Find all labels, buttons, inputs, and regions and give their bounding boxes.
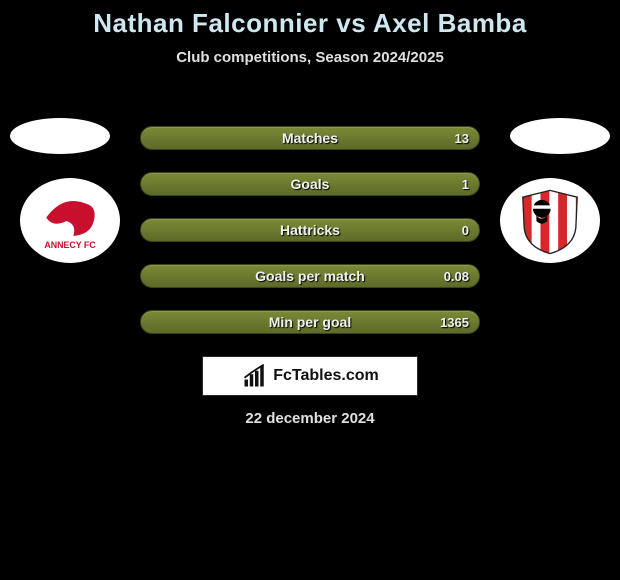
ajaccio-logo-icon — [510, 187, 590, 255]
club-badge-left: ANNECY FC — [20, 178, 120, 263]
stat-value: 0 — [462, 219, 469, 241]
stat-bar-hattricks: Hattricks 0 — [140, 218, 480, 242]
annecy-label: ANNECY FC — [44, 240, 96, 250]
bar-chart-icon — [241, 362, 269, 390]
infographic-date: 22 december 2024 — [0, 410, 620, 427]
stat-bar-goals: Goals 1 — [140, 172, 480, 196]
stat-bar-matches: Matches 13 — [140, 126, 480, 150]
stat-label: Hattricks — [141, 219, 479, 241]
brand-box: FcTables.com — [202, 356, 418, 396]
page-title: Nathan Falconnier vs Axel Bamba — [0, 0, 620, 39]
annecy-logo-icon: ANNECY FC — [30, 187, 110, 255]
stat-label: Min per goal — [141, 311, 479, 333]
stat-bar-goals-per-match: Goals per match 0.08 — [140, 264, 480, 288]
stat-value: 13 — [455, 127, 469, 149]
brand-text: FcTables.com — [273, 367, 379, 385]
player-photo-left — [10, 118, 110, 154]
stat-value: 0.08 — [444, 265, 469, 287]
stat-bar-min-per-goal: Min per goal 1365 — [140, 310, 480, 334]
player-photo-right — [510, 118, 610, 154]
stat-value: 1 — [462, 173, 469, 195]
stat-value: 1365 — [440, 311, 469, 333]
stat-label: Goals per match — [141, 265, 479, 287]
stat-label: Goals — [141, 173, 479, 195]
page-subtitle: Club competitions, Season 2024/2025 — [0, 49, 620, 66]
stat-bars: Matches 13 Goals 1 Hattricks 0 Goals per… — [140, 126, 480, 334]
club-badge-right — [500, 178, 600, 263]
stat-label: Matches — [141, 127, 479, 149]
